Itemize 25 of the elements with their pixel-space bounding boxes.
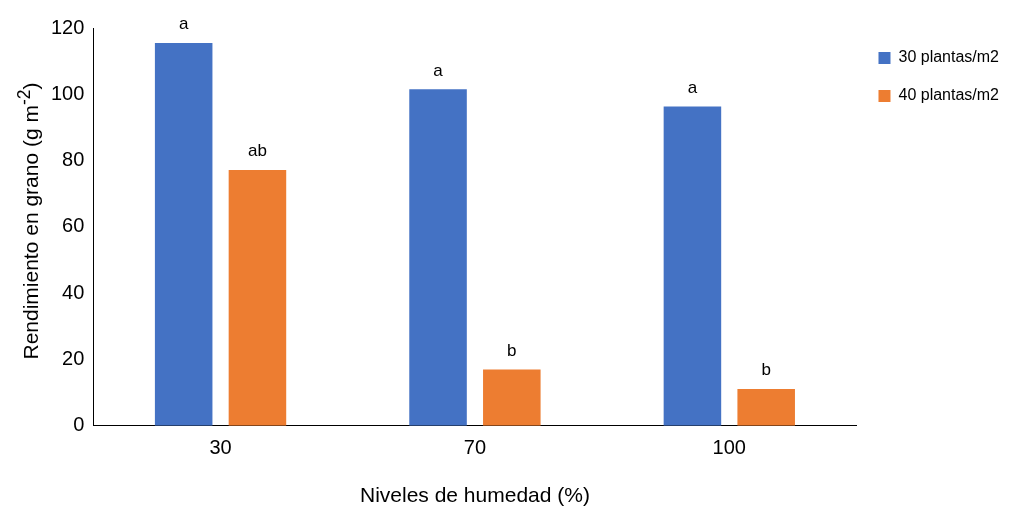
y-tick-label: 0 bbox=[73, 413, 85, 436]
y-tick-label: 60 bbox=[62, 214, 85, 237]
y-tick-label: 100 bbox=[50, 81, 85, 104]
y-tick-label: 40 bbox=[62, 280, 85, 303]
annotation: ab bbox=[247, 141, 267, 161]
x-tick-label: 100 bbox=[712, 436, 746, 459]
y-tick-label: 120 bbox=[50, 15, 85, 38]
legend-label: 40 plantas/m2 bbox=[898, 86, 1000, 104]
bar bbox=[663, 106, 722, 426]
annotation: a bbox=[433, 60, 444, 80]
x-tick-label: 30 bbox=[209, 436, 232, 459]
bar bbox=[737, 389, 795, 426]
x-axis-title: Niveles de humedad (%) bbox=[359, 483, 590, 507]
bar bbox=[154, 42, 213, 426]
legend-label: 30 plantas/m2 bbox=[898, 48, 1000, 66]
annotation: a bbox=[178, 14, 189, 34]
annotation: b bbox=[761, 360, 771, 380]
y-tick-label: 80 bbox=[62, 148, 85, 171]
annotation: a bbox=[687, 77, 698, 97]
annotation: b bbox=[507, 340, 517, 360]
bar bbox=[483, 369, 541, 426]
y-tick-label: 20 bbox=[62, 347, 85, 370]
bar bbox=[409, 89, 467, 426]
x-tick-label: 70 bbox=[463, 436, 487, 459]
bar bbox=[228, 169, 287, 426]
